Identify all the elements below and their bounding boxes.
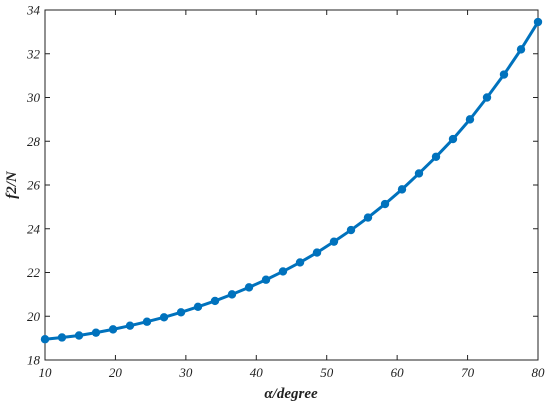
data-point: [533, 17, 543, 27]
data-point: [227, 290, 237, 299]
data-point: [295, 258, 305, 267]
y-tick-label: 30: [26, 90, 41, 105]
data-point: [465, 115, 475, 124]
x-tick-labels: 10 20 30 40 50 60 70 80: [39, 365, 546, 380]
data-point: [176, 308, 186, 317]
y-tick-label: 18: [27, 353, 41, 368]
data-point: [57, 333, 67, 342]
y-tick-label: 20: [27, 309, 41, 324]
data-point: [142, 317, 152, 326]
data-point: [346, 225, 356, 235]
y-axis-label: f2/N: [4, 170, 20, 199]
data-point: [499, 70, 509, 79]
data-point: [261, 275, 271, 284]
data-point: [312, 248, 322, 257]
data-point: [414, 169, 424, 178]
data-point: [448, 134, 458, 144]
data-point: [193, 302, 203, 312]
x-tick-label: 70: [461, 365, 475, 380]
data-point: [329, 237, 339, 246]
plot-area: [44, 9, 539, 361]
data-point: [210, 296, 220, 306]
x-tick-label: 50: [320, 365, 334, 380]
y-tick-labels: 18 20 22 24 26 28 30 32 34: [26, 3, 41, 368]
data-point: [74, 331, 84, 340]
data-point: [91, 328, 101, 337]
data-point: [380, 199, 390, 209]
y-tick-label: 32: [26, 46, 41, 61]
x-axis-label: α/degree: [264, 386, 318, 402]
x-tick-label: 10: [39, 365, 53, 380]
data-point: [516, 45, 526, 54]
data-point: [278, 267, 288, 276]
data-point: [397, 185, 407, 194]
y-tick-label: 28: [27, 134, 41, 149]
data-point: [363, 213, 373, 222]
x-tick-label: 40: [250, 365, 264, 380]
data-point: [40, 335, 50, 344]
data-point: [482, 93, 492, 102]
y-tick-label: 34: [26, 3, 41, 18]
y-tick-label: 26: [27, 178, 41, 193]
data-point: [431, 152, 441, 161]
series-group: [40, 17, 543, 344]
data-point: [244, 283, 254, 292]
data-point: [108, 325, 118, 334]
data-point: [125, 321, 135, 330]
x-tick-label: 20: [109, 365, 123, 380]
y-tick-label: 24: [27, 221, 41, 236]
x-tick-label: 30: [178, 365, 193, 380]
x-tick-label: 60: [391, 365, 405, 380]
data-point: [159, 313, 169, 322]
y-tick-label: 22: [27, 265, 41, 280]
tick-marks: [44, 9, 539, 361]
x-tick-label: 80: [532, 365, 546, 380]
